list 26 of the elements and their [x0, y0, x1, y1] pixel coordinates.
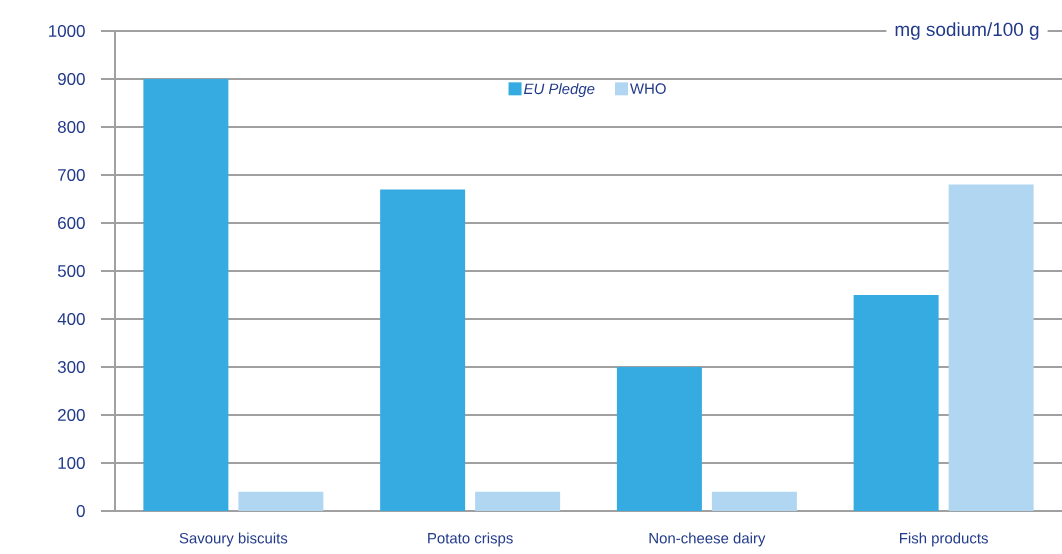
y-tick-label: 500: [57, 264, 85, 277]
bar: [475, 491, 561, 511]
x-tick-label: Fish products: [900, 532, 988, 547]
y-tick-label: 900: [58, 72, 85, 85]
x-tick-label: Savoury biscuits: [179, 532, 288, 547]
bar: [711, 491, 797, 511]
bar: [616, 366, 702, 511]
x-tick-label: Potato crisps: [428, 532, 513, 547]
bar: [238, 491, 324, 511]
y-tick-label: 100: [58, 456, 85, 469]
y-tick-label: 800: [57, 120, 85, 133]
bar: [380, 189, 466, 511]
y-tick-label: 600: [58, 216, 85, 229]
y-tick-label: 1000: [49, 24, 85, 37]
y-tick-label: 200: [58, 408, 85, 421]
bar: [143, 78, 229, 511]
y-tick-label: 400: [57, 312, 85, 325]
y-tick-label: 700: [58, 168, 85, 181]
bar: [948, 184, 1034, 511]
legend-label: WHO: [630, 83, 666, 94]
y-tick-label: 300: [57, 360, 85, 373]
y-axis-title: mg sodium/100 g: [895, 22, 1039, 40]
bar: [853, 294, 939, 511]
legend-label: EU Pledge: [523, 83, 595, 98]
x-tick-label: Non-cheese dairy: [649, 532, 766, 547]
y-tick-label: 0: [76, 504, 85, 517]
